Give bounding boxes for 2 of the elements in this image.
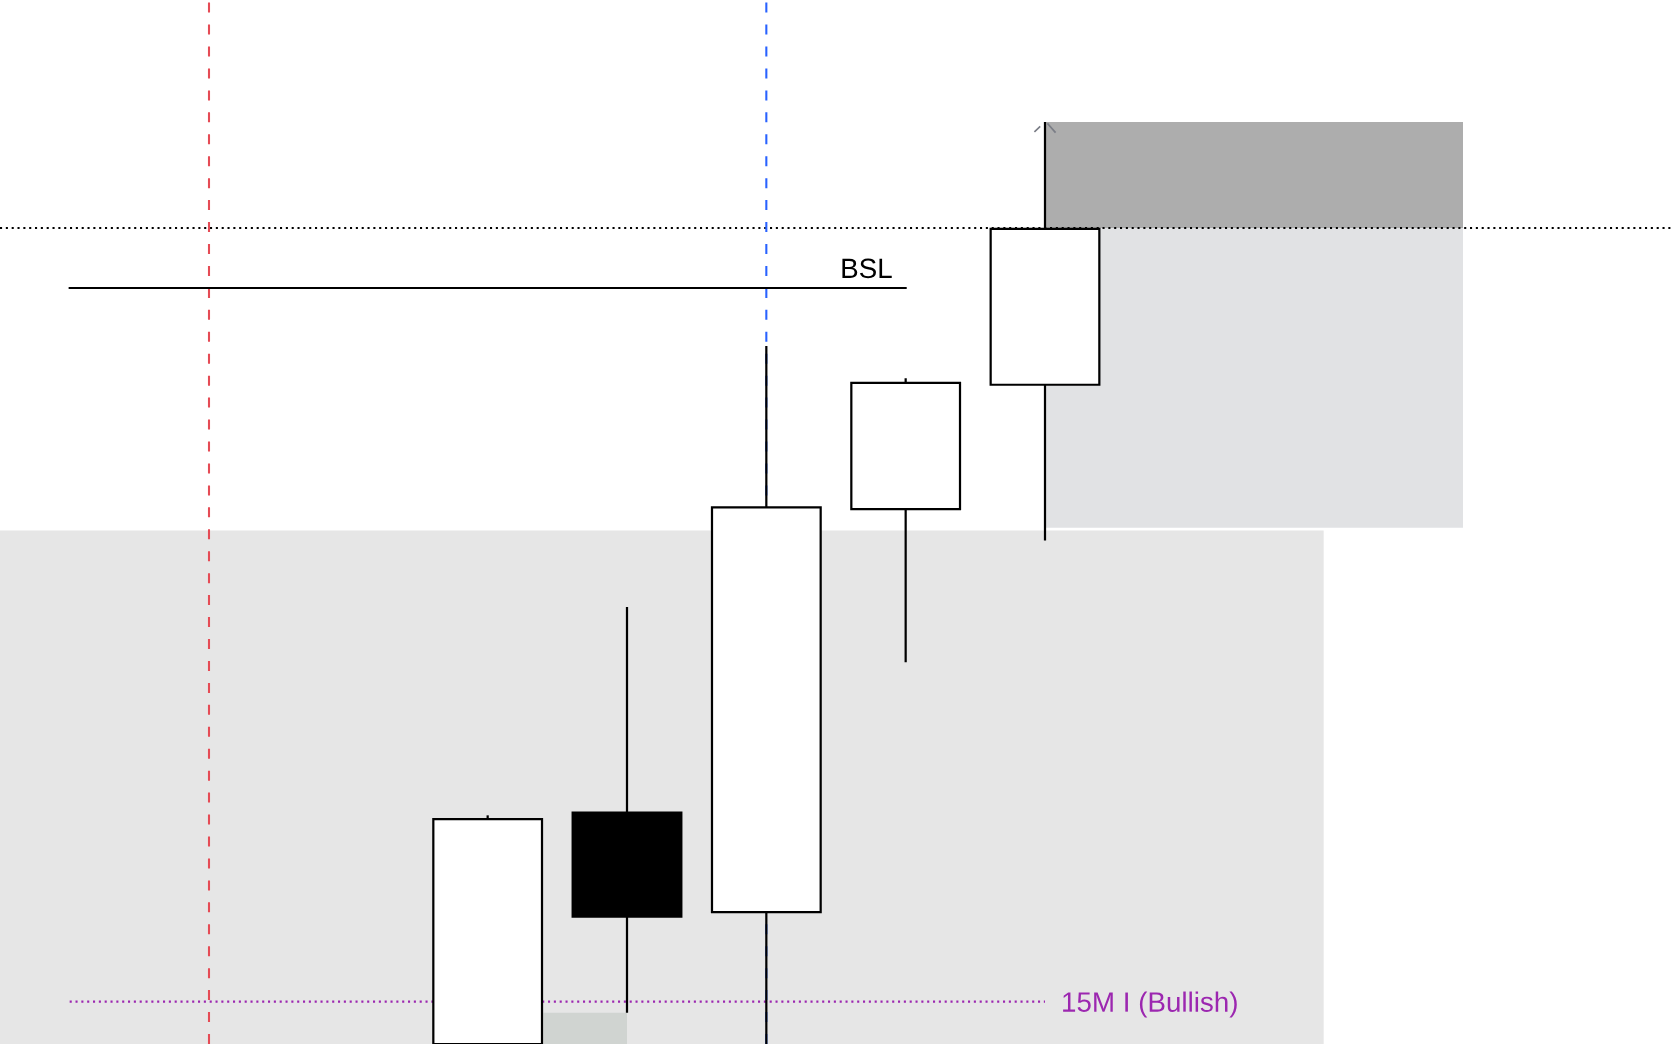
series-label: 15M I (Bullish) (1063, 991, 1237, 1018)
series-label: BSL (842, 258, 892, 279)
